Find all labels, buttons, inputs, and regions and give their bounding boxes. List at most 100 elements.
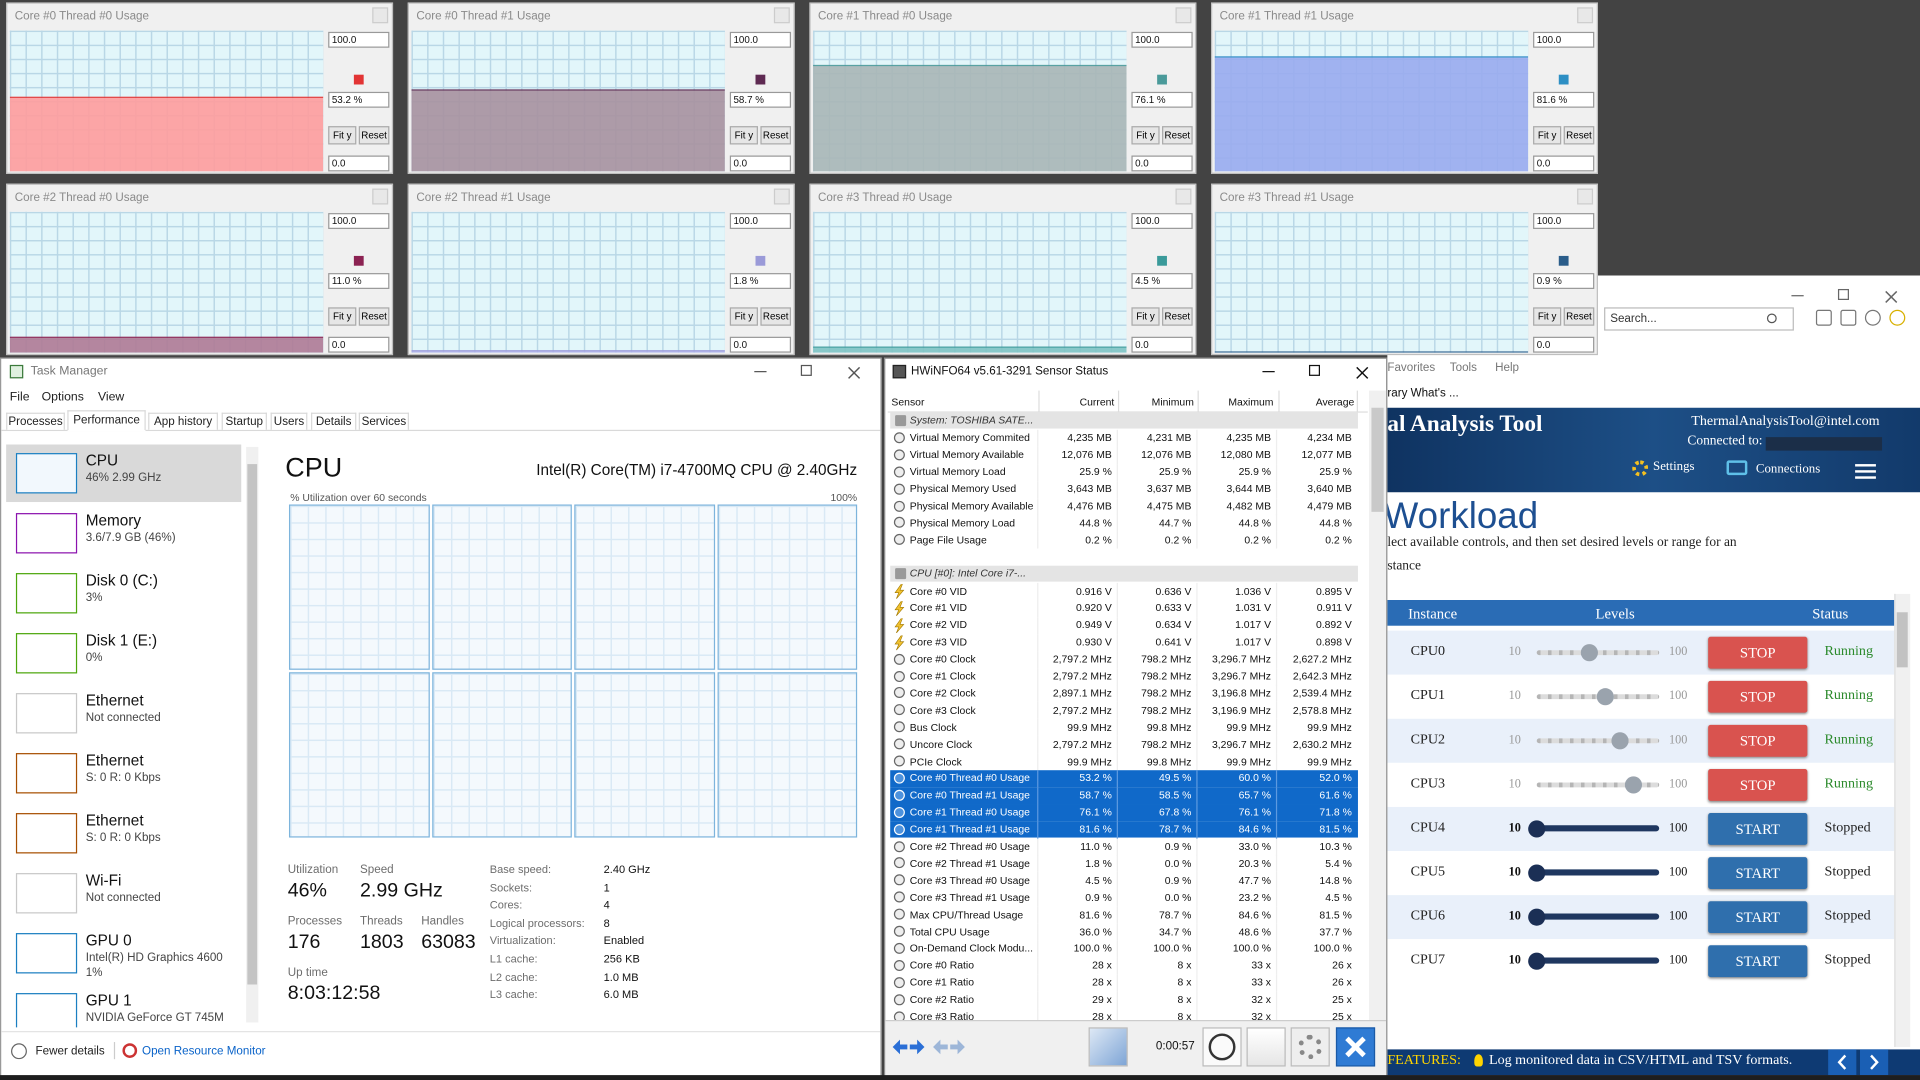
maximize-button[interactable] xyxy=(1837,288,1849,300)
reset-button[interactable]: Reset xyxy=(760,126,792,145)
menu-bar[interactable] xyxy=(1855,464,1876,467)
fit-button[interactable]: Fit y xyxy=(1131,307,1160,326)
column-header[interactable]: Minimum xyxy=(1151,395,1194,408)
sensor-row[interactable]: Core #2 Clock 2,897.1 MHz 798.2 MHz 3,196.8… xyxy=(890,684,1358,703)
action-button[interactable]: STOP xyxy=(1708,680,1808,713)
y-min-input[interactable]: 0.0 xyxy=(1533,155,1595,172)
slider-track[interactable] xyxy=(1536,782,1660,788)
value-display[interactable]: 0.9 % xyxy=(1533,273,1595,289)
sensor-row[interactable]: Core #1 Thread #1 Usage 81.6 % 78.7 % 84.6 … xyxy=(890,821,1358,839)
close-box[interactable] xyxy=(1577,188,1594,205)
resource-item[interactable]: CPU 46% 2.99 GHz xyxy=(6,444,242,503)
reset-button[interactable]: Reset xyxy=(1162,307,1193,326)
reset-button[interactable]: Reset xyxy=(358,126,390,145)
y-max-input[interactable]: 100.0 xyxy=(729,31,792,48)
action-button[interactable]: STOP xyxy=(1708,724,1808,757)
y-min-input[interactable]: 0.0 xyxy=(328,336,390,353)
favorites-link[interactable]: rary What's ... xyxy=(1387,386,1459,401)
sensor-row[interactable]: Total CPU Usage 36.0 % 34.7 % 48.6 % 37.7 % xyxy=(890,923,1358,941)
close-sensors-button[interactable] xyxy=(1335,1027,1376,1067)
close-button[interactable] xyxy=(847,364,861,379)
y-max-input[interactable]: 100.0 xyxy=(328,31,390,48)
fit-button[interactable]: Fit y xyxy=(1533,126,1562,145)
column-header[interactable]: Current xyxy=(1079,395,1115,408)
sensor-row[interactable]: Virtual Memory Available 12,076 MB 12,076 … xyxy=(890,446,1358,464)
value-display[interactable]: 4.5 % xyxy=(1131,273,1193,289)
fit-button[interactable]: Fit y xyxy=(729,307,758,326)
menu-item[interactable]: File xyxy=(9,390,30,405)
close-box[interactable] xyxy=(372,188,389,205)
column-header[interactable]: Sensor xyxy=(891,395,925,408)
value-display[interactable]: 53.2 % xyxy=(328,91,390,108)
smiley-icon[interactable] xyxy=(1889,309,1906,326)
y-min-input[interactable]: 0.0 xyxy=(729,336,792,353)
reset-button[interactable]: Reset xyxy=(358,307,390,326)
slider-track[interactable] xyxy=(1536,869,1660,876)
minimize-button[interactable] xyxy=(1791,295,1804,297)
sensor-row[interactable]: Core #1 Thread #0 Usage 76.1 % 67.8 % 76.1 … xyxy=(890,804,1358,822)
y-max-input[interactable]: 100.0 xyxy=(729,213,792,229)
sensor-row[interactable]: Core #0 Thread #0 Usage 53.2 % 49.5 % 60.0 … xyxy=(890,770,1358,788)
sensor-row[interactable]: Core #2 VID 0.949 V 0.634 V 1.017 V 0.892 V xyxy=(890,616,1358,635)
sensor-row[interactable]: Core #3 Clock 2,797.2 MHz 798.2 MHz 3,196.9… xyxy=(890,701,1358,720)
resource-item[interactable]: Disk 1 (E:) 0% xyxy=(6,624,241,682)
close-button[interactable] xyxy=(1356,364,1369,379)
prev-button[interactable] xyxy=(1828,1049,1857,1076)
sensor-row[interactable]: On-Demand Clock Modu... 100.0 % 100.0 % 100… xyxy=(890,940,1358,958)
minimize-button[interactable] xyxy=(1262,371,1275,373)
sensor-row[interactable]: Max CPU/Thread Usage 81.6 % 78.7 % 84.6 % 81… xyxy=(890,906,1358,924)
layout-arrows[interactable] xyxy=(932,1035,966,1059)
sensor-row[interactable]: Page File Usage 0.2 % 0.2 % 0.2 % 0.2 % xyxy=(890,531,1358,549)
tab[interactable]: Processes xyxy=(6,412,65,430)
sensor-row[interactable]: Core #0 VID 0.916 V 0.636 V 1.036 V 0.895 V xyxy=(890,582,1358,600)
report-button[interactable] xyxy=(1246,1027,1286,1067)
slider-track[interactable] xyxy=(1536,913,1660,920)
slider-knob[interactable] xyxy=(1528,952,1546,970)
resource-item[interactable]: Disk 0 (C:) 3% xyxy=(6,564,241,622)
column-header[interactable]: Maximum xyxy=(1228,395,1274,408)
y-max-input[interactable]: 100.0 xyxy=(328,213,390,229)
sensor-row[interactable]: Core #3 Thread #1 Usage 0.9 % 0.0 % 23.2 % 4… xyxy=(890,889,1358,907)
close-box[interactable] xyxy=(1175,188,1192,205)
maximize-button[interactable] xyxy=(800,364,812,376)
tab[interactable]: Users xyxy=(270,412,308,430)
column-header[interactable]: Average xyxy=(1315,395,1355,408)
action-button[interactable]: START xyxy=(1708,813,1808,845)
action-button[interactable]: START xyxy=(1708,945,1808,978)
value-display[interactable]: 76.1 % xyxy=(1131,91,1193,108)
menu-item[interactable]: Options xyxy=(41,390,84,405)
menu-bar[interactable] xyxy=(1855,470,1876,473)
y-max-input[interactable]: 100.0 xyxy=(1131,213,1193,229)
tab[interactable]: Services xyxy=(358,412,409,430)
sensor-row[interactable]: Core #3 Thread #0 Usage 4.5 % 0.9 % 47.7 % 1… xyxy=(890,872,1358,890)
tab[interactable]: Performance xyxy=(67,410,146,432)
sensor-row[interactable]: Uncore Clock 2,797.2 MHz 798.2 MHz 3,296.7 … xyxy=(890,736,1358,754)
y-max-input[interactable]: 100.0 xyxy=(1533,213,1595,229)
action-button[interactable]: STOP xyxy=(1708,768,1808,801)
slider-knob[interactable] xyxy=(1596,688,1614,706)
menu-item[interactable]: Tools xyxy=(1449,361,1477,375)
action-button[interactable]: STOP xyxy=(1708,636,1808,669)
sensor-row[interactable]: Core #0 Thread #1 Usage 58.7 % 58.5 % 65.7 … xyxy=(890,787,1358,805)
fit-button[interactable]: Fit y xyxy=(1131,126,1160,145)
close-button[interactable] xyxy=(1884,288,1898,303)
sensor-row[interactable]: PCIe Clock 99.9 MHz 99.8 MHz 99.9 MHz 99.9 M… xyxy=(890,753,1358,771)
slider-track[interactable] xyxy=(1536,825,1660,832)
reset-button[interactable]: Reset xyxy=(1563,307,1595,326)
resource-item[interactable]: Ethernet S: 0 R: 0 Kbps xyxy=(6,804,241,862)
slider-knob[interactable] xyxy=(1528,820,1546,838)
resource-item[interactable]: GPU 0 Intel(R) HD Graphics 4600 1% xyxy=(6,924,241,982)
tab[interactable]: Startup xyxy=(221,412,267,430)
sensor-row[interactable]: Core #1 VID 0.920 V 0.633 V 1.031 V 0.911 V xyxy=(890,599,1358,618)
sensor-row[interactable]: Core #2 Thread #0 Usage 11.0 % 0.9 % 33.0 %… xyxy=(890,838,1358,856)
fit-button[interactable]: Fit y xyxy=(328,307,357,326)
resource-item[interactable]: GPU 1 NVIDIA GeForce GT 745M xyxy=(6,984,241,1028)
search-box[interactable]: Search... xyxy=(1604,307,1794,331)
reset-button[interactable]: Reset xyxy=(760,307,792,326)
slider-knob[interactable] xyxy=(1611,732,1629,750)
sensor-row[interactable]: Core #3 VID 0.930 V 0.641 V 1.017 V 0.898 V xyxy=(890,633,1358,652)
sensor-row[interactable]: Physical Memory Used 3,643 MB 3,637 MB 3,64… xyxy=(890,480,1358,498)
sensor-row[interactable]: Core #0 Clock 2,797.2 MHz 798.2 MHz 3,296.7… xyxy=(890,650,1358,669)
sensor-row[interactable]: Physical Memory Available 4,476 MB 4,475 M… xyxy=(890,497,1358,515)
resource-item[interactable]: Ethernet S: 0 R: 0 Kbps xyxy=(6,744,241,802)
